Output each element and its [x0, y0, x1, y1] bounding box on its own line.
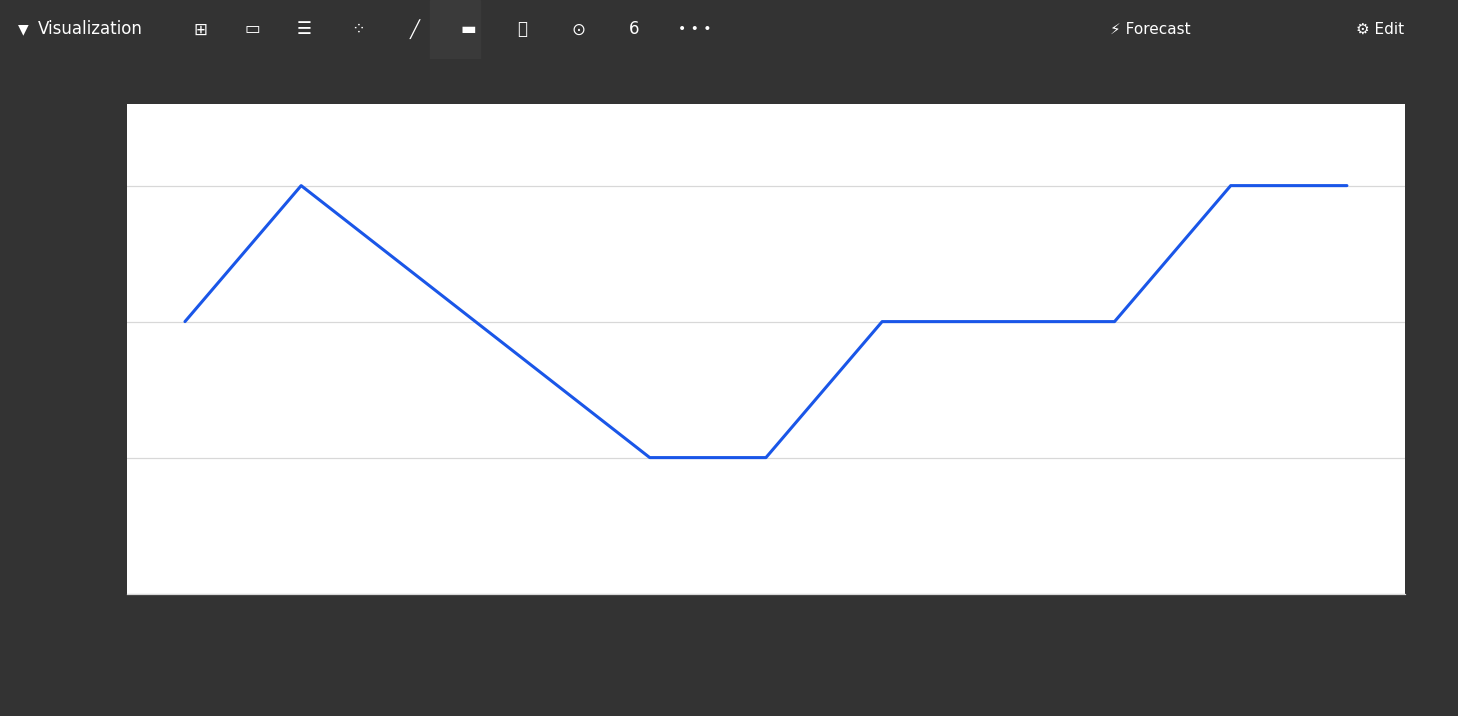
Text: Visualization: Visualization [38, 20, 143, 39]
Text: ╱: ╱ [410, 19, 420, 39]
Text: ⚡ Forecast: ⚡ Forecast [1110, 22, 1190, 37]
Text: ⁘: ⁘ [351, 20, 364, 39]
Text: ▼: ▼ [17, 22, 29, 37]
Text: ⚙ Edit: ⚙ Edit [1356, 22, 1404, 37]
Text: ▬: ▬ [461, 20, 475, 39]
Text: • • •: • • • [678, 22, 712, 37]
Bar [430, 0, 480, 59]
Text: ☰: ☰ [296, 20, 312, 39]
Text: ⏱: ⏱ [518, 20, 526, 39]
Text: ▭: ▭ [243, 20, 260, 39]
Y-axis label: Accidents: Accidents [76, 306, 95, 391]
Text: 6: 6 [628, 20, 639, 39]
X-axis label: Event Date: Event Date [717, 631, 815, 649]
Text: ⊙: ⊙ [572, 20, 585, 39]
Text: ⊞: ⊞ [192, 20, 207, 39]
